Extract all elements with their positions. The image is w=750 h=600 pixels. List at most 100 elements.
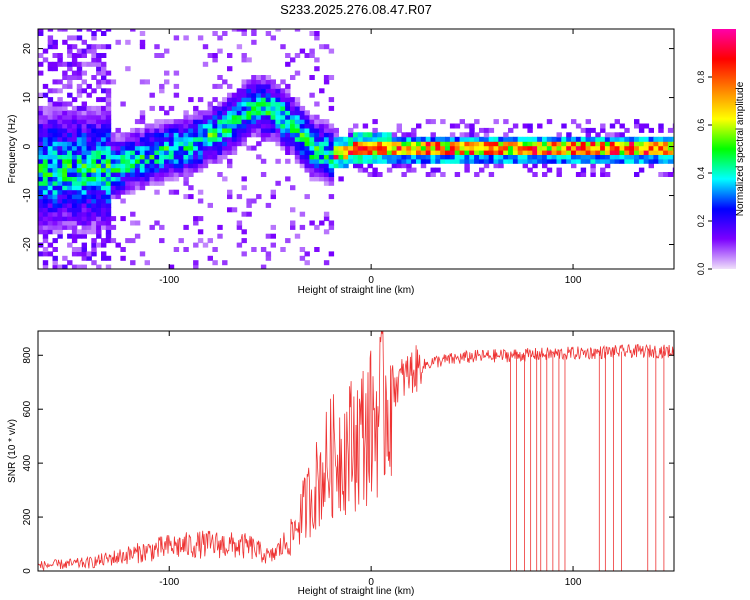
heatmap-cell: [57, 61, 63, 67]
heatmap-cell: [42, 145, 49, 151]
heatmap-cell: [663, 172, 669, 177]
heatmap-cell: [62, 180, 68, 186]
heatmap-cell: [265, 123, 272, 129]
heatmap-cell: [314, 247, 320, 252]
heatmap-cell: [522, 154, 528, 160]
heatmap-cell: [164, 172, 170, 177]
heatmap-cell: [256, 110, 262, 116]
heatmap-cell: [42, 123, 49, 129]
heatmap-cell: [227, 110, 233, 116]
heatmap-cell: [517, 154, 524, 160]
heatmap-cell: [396, 154, 402, 160]
heatmap-cell: [231, 150, 238, 155]
heatmap-cell: [309, 167, 315, 173]
heatmap-cell: [483, 163, 490, 169]
heatmap-cell: [183, 127, 189, 133]
heatmap-cell: [81, 145, 87, 151]
heatmap-cell: [52, 110, 58, 116]
heatmap-cell: [139, 31, 146, 36]
heatmap-cell: [328, 220, 335, 226]
heatmap-cell: [314, 176, 320, 182]
heatmap-cell: [445, 154, 451, 160]
heatmap-cell: [643, 136, 650, 142]
heatmap-cell: [96, 150, 102, 155]
heatmap-cell: [96, 216, 102, 222]
heatmap-cell: [294, 114, 301, 120]
heatmap-cell: [71, 114, 78, 120]
heatmap-cell: [91, 127, 97, 133]
heatmap-cell: [590, 145, 596, 151]
heatmap-cell: [391, 132, 398, 138]
heatmap-cell: [604, 132, 611, 138]
heatmap-cell: [42, 83, 49, 89]
heatmap-cell: [319, 154, 325, 160]
heatmap-cell: [101, 53, 107, 58]
heatmap-cell: [38, 163, 44, 169]
heatmap-cell: [197, 216, 204, 222]
heatmap-cell: [222, 141, 228, 147]
heatmap-cell: [207, 119, 213, 125]
heatmap-cell: [144, 167, 150, 173]
heatmap-cell: [246, 211, 252, 217]
heatmap-cell: [256, 154, 262, 160]
heatmap-cell: [299, 110, 306, 116]
heatmap-cell: [52, 180, 58, 186]
heatmap-cell: [115, 242, 121, 248]
heatmap-cell: [323, 141, 330, 147]
heatmap-cell: [57, 136, 63, 142]
heatmap-cell: [401, 141, 407, 147]
heatmap-cell: [285, 123, 291, 129]
heatmap-cell: [614, 136, 620, 142]
heatmap-cell: [246, 88, 252, 94]
heatmap-cell: [134, 141, 141, 147]
heatmap-cell: [595, 136, 601, 142]
heatmap-cell: [62, 211, 68, 217]
heatmap-cell: [86, 123, 92, 129]
heatmap-cell: [420, 154, 427, 160]
heatmap-cell: [454, 145, 461, 151]
heatmap-cell: [38, 211, 44, 217]
heatmap-cell: [149, 224, 155, 230]
heatmap-cell: [81, 207, 87, 213]
heatmap-cell: [173, 172, 180, 177]
heatmap-cell: [449, 123, 456, 129]
heatmap-cell: [353, 158, 359, 164]
heatmap-cell: [251, 31, 257, 36]
heatmap-cell: [52, 220, 58, 226]
heatmap-cell: [178, 172, 184, 177]
heatmap-cell: [86, 180, 92, 186]
heatmap-cell: [260, 158, 267, 164]
heatmap-cell: [445, 136, 451, 142]
heatmap-cell: [86, 44, 92, 50]
heatmap-cell: [260, 136, 267, 142]
heatmap-cell: [323, 216, 330, 222]
heatmap-cell: [304, 127, 310, 133]
heatmap-cell: [130, 220, 136, 226]
heatmap-cell: [168, 145, 175, 151]
heatmap-cell: [527, 127, 533, 133]
heatmap-cell: [76, 233, 83, 239]
heatmap-cell: [81, 123, 87, 129]
heatmap-cell: [125, 154, 131, 160]
heatmap-cell: [71, 247, 78, 252]
heatmap-cell: [396, 150, 402, 155]
heatmap-cell: [396, 141, 402, 147]
heatmap-cell: [67, 44, 73, 50]
heatmap-cell: [648, 154, 654, 160]
heatmap-cell: [164, 158, 170, 164]
heatmap-cell: [503, 145, 509, 151]
heatmap-cell: [551, 141, 557, 147]
heatmap-cell: [217, 145, 223, 151]
heatmap-cell: [227, 136, 233, 142]
heatmap-cell: [236, 220, 243, 226]
heatmap-cell: [328, 145, 335, 151]
heatmap-cell: [183, 247, 189, 252]
heatmap-cell: [71, 229, 78, 235]
heatmap-cell: [527, 123, 533, 129]
heatmap-cell: [290, 136, 296, 142]
heatmap-cell: [197, 97, 204, 103]
heatmap-cell: [76, 35, 83, 41]
heatmap-cell: [120, 132, 126, 138]
heatmap-cell: [575, 172, 582, 177]
heatmap-cell: [86, 136, 92, 142]
